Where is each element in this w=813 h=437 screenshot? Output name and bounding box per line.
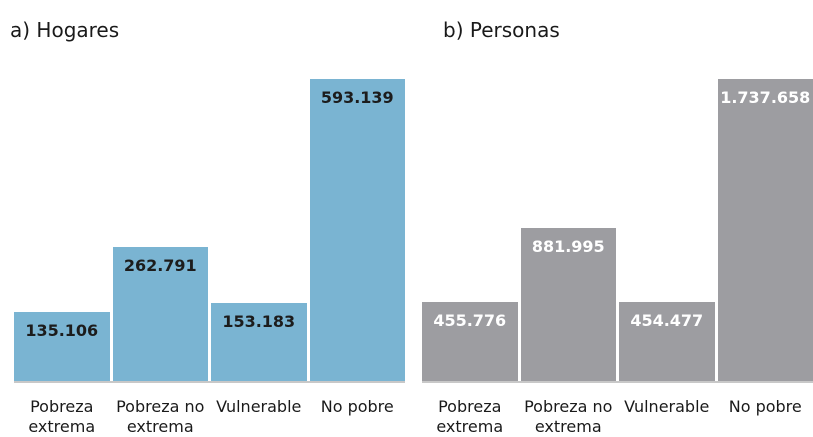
x-tick-label: Pobreza extrema (418, 397, 522, 437)
value-label: 455.776 (422, 311, 518, 330)
value-label: 881.995 (521, 237, 617, 256)
chart-title: a) Hogares (10, 18, 119, 42)
x-tick-label: No pobre (306, 397, 410, 417)
value-label: 153.183 (211, 312, 307, 331)
value-label: 135.106 (14, 321, 110, 340)
x-tick-label: Vulnerable (207, 397, 311, 417)
value-label: 1.737.658 (718, 88, 813, 107)
value-label: 593.139 (310, 88, 406, 107)
x-tick-label: Pobreza no extrema (109, 397, 213, 437)
x-tick-label: Pobreza extrema (10, 397, 114, 437)
baseline (422, 381, 813, 383)
value-label: 262.791 (113, 256, 209, 275)
x-tick-label: No pobre (714, 397, 813, 417)
bar (310, 79, 406, 381)
chart-title: b) Personas (443, 18, 560, 42)
bar (718, 79, 813, 381)
value-label: 454.477 (619, 311, 715, 330)
x-tick-label: Vulnerable (615, 397, 719, 417)
x-tick-label: Pobreza no extrema (517, 397, 621, 437)
baseline (14, 381, 405, 383)
